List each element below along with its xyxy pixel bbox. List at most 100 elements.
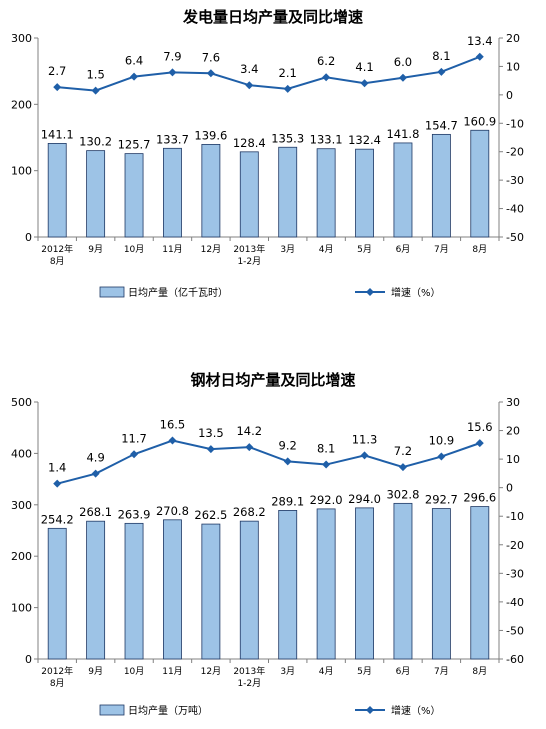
line-point-marker [245,81,254,90]
legend-bar-label: 日均产量（亿千瓦时） [128,286,228,299]
legend-line-label: 增速（%） [391,286,441,299]
line-point-marker [360,79,369,88]
bar [470,129,490,238]
line-data-label: 13.4 [467,34,493,48]
bar [316,508,336,660]
bar-data-label: 141.1 [41,127,74,141]
category-label: 1-2月 [237,256,261,267]
line-point-marker [398,463,407,472]
category-label: 12月 [201,244,221,255]
growth-line [57,55,481,92]
legend-line-marker [366,706,374,714]
plot-area: 0 100 200 300 400 500 -60 -50 -40 -30 -20 -10 0 10 20 3… [11,396,524,717]
category-label: 4月 [319,244,334,255]
bar [239,151,259,238]
right-axis-tick-label: -60 [506,653,524,666]
left-axis-tick-label: 200 [11,98,32,111]
line-data-label: 8.1 [432,49,450,63]
right-axis-tick-label: -10 [506,117,524,130]
right-axis-tick-label: 20 [506,32,520,45]
category-label: 3月 [280,244,295,255]
bar-data-label: 289.1 [271,494,304,508]
bar [316,148,336,238]
right-axis-tick-label: 30 [506,396,520,409]
category-label: 8月 [50,678,65,689]
steel-chart: 钢材日均产量及同比增速 0100200300400500-60-50-40-30… [11,371,524,717]
bar-data-label: 128.4 [233,136,266,150]
left-axis-tick-label: 500 [11,396,32,409]
chart-title: 发电量日均产量及同比增速 [182,8,363,26]
bar [201,523,221,660]
line-data-label: 6.2 [317,54,335,68]
growth-line [56,439,481,485]
right-axis-tick-label: -50 [506,624,524,637]
bar [239,520,259,660]
bar [431,133,451,238]
right-axis-tick-label: -40 [506,203,524,216]
line-point-marker [91,86,100,95]
category-label: 2012年 [41,665,73,677]
bar [355,507,374,660]
category-label: 9月 [88,244,103,255]
line-point-marker [437,67,446,76]
bar [431,508,451,660]
right-axis-tick-label: -40 [506,596,524,609]
legend-bar-swatch [99,704,125,716]
line-data-label: 11.7 [121,431,147,445]
line-data-label: 7.9 [163,49,181,63]
category-label: 6月 [396,244,411,255]
category-label: 7月 [434,666,449,677]
bar [163,147,182,238]
line-data-label: 7.2 [394,444,412,458]
left-axis-tick-label: 100 [11,602,32,615]
line-point-marker [53,83,62,92]
bar [393,142,413,238]
bar-data-label: 125.7 [118,138,151,152]
bar-data-label: 160.9 [463,114,496,128]
category-label: 3月 [280,666,295,677]
chart-title: 钢材日均产量及同比增速 [190,371,355,389]
category-label: 8月 [472,244,487,255]
line-point-marker [130,450,139,459]
bar-data-label: 154.7 [425,118,458,132]
category-label: 10月 [124,244,144,255]
left-axis-tick-label: 300 [11,32,32,45]
line-point-marker [168,68,177,77]
bar-data-label: 133.1 [310,133,343,147]
line-data-label: 2.1 [279,66,297,80]
category-label: 6月 [396,666,411,677]
line-point-marker [437,452,446,461]
line-data-label: 3.4 [240,62,258,76]
line-point-marker [283,84,292,93]
bar-data-label: 270.8 [156,504,189,518]
category-label: 2013年 [233,243,265,255]
bar-data-label: 141.8 [386,127,419,141]
bar-data-label: 130.2 [79,135,112,149]
bar-data-label: 254.2 [41,512,74,526]
bar [278,146,298,238]
line-data-label: 11.3 [352,432,378,446]
line-point-marker [398,73,407,82]
line-point-marker [130,72,139,81]
category-label: 5月 [357,244,372,255]
line-point-marker [206,69,215,78]
left-axis-tick-label: 0 [25,231,32,244]
line-data-label: 6.0 [394,55,412,69]
line-data-label: 16.5 [160,418,186,432]
bar-data-label: 135.3 [271,131,304,145]
line-data-label: 15.6 [467,420,493,434]
line-data-label: 4.9 [86,451,104,465]
category-label: 11月 [162,244,182,255]
bar [124,153,144,238]
left-axis-tick-label: 300 [11,499,32,512]
line-data-label: 6.4 [125,54,143,68]
bar [393,502,413,660]
line-point-marker [91,469,100,478]
line-data-label: 13.5 [198,426,224,440]
line-data-label: 1.5 [86,68,104,82]
right-axis-tick-label: 10 [506,453,520,466]
category-label: 5月 [357,666,372,677]
line-data-label: 14.2 [236,424,262,438]
bar [278,510,298,660]
